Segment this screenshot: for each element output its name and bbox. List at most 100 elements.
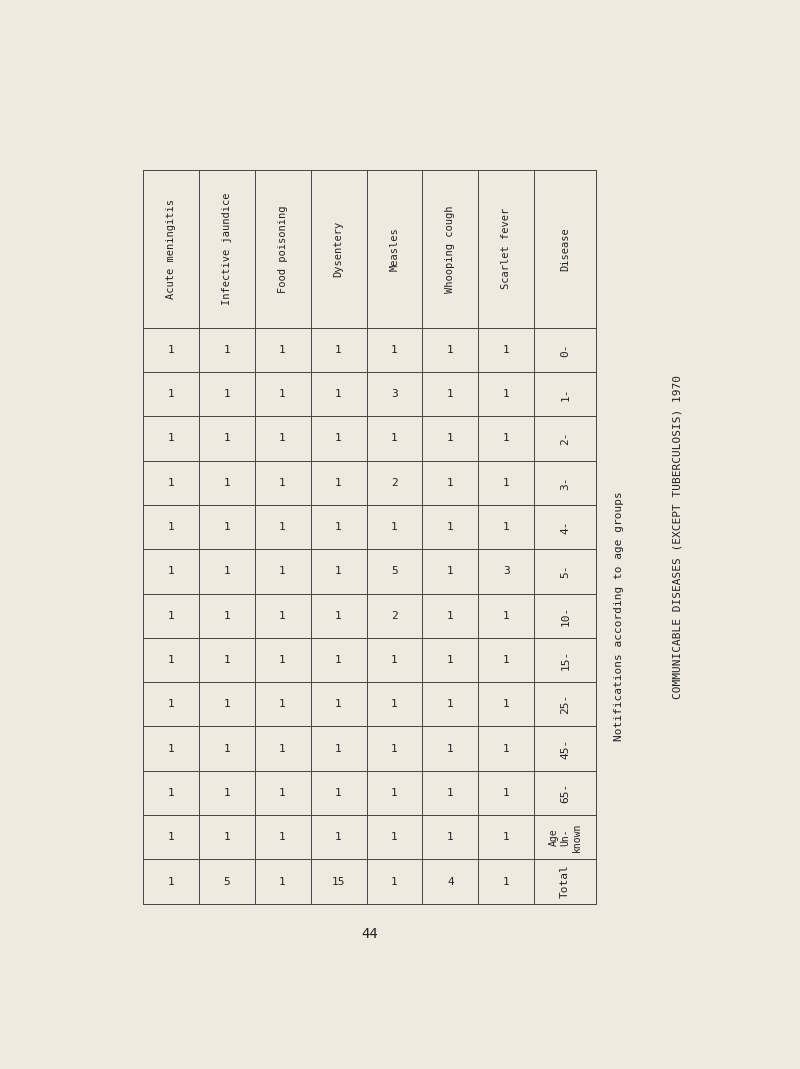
Text: 1: 1 — [279, 655, 286, 665]
Text: 1: 1 — [335, 567, 342, 576]
Text: Whooping cough: Whooping cough — [446, 205, 455, 293]
Text: 1: 1 — [447, 389, 454, 399]
Text: 1: 1 — [223, 478, 230, 487]
Text: 1: 1 — [167, 478, 174, 487]
Text: 1: 1 — [279, 389, 286, 399]
Text: 5-: 5- — [560, 564, 570, 578]
Text: 1: 1 — [223, 610, 230, 621]
Text: 1: 1 — [167, 567, 174, 576]
Text: Age
Un-
known: Age Un- known — [549, 822, 582, 852]
Text: 1-: 1- — [560, 387, 570, 401]
Text: 1: 1 — [279, 877, 286, 886]
Text: 1: 1 — [447, 478, 454, 487]
Text: 1: 1 — [279, 478, 286, 487]
Text: 1: 1 — [167, 433, 174, 444]
Text: 1: 1 — [503, 832, 510, 842]
Text: 1: 1 — [279, 788, 286, 797]
Text: Total: Total — [560, 865, 570, 898]
Text: 4-: 4- — [560, 521, 570, 533]
Text: 1: 1 — [335, 788, 342, 797]
Text: COMMUNICABLE DISEASES (EXCEPT TUBERCULOSIS) 1970: COMMUNICABLE DISEASES (EXCEPT TUBERCULOS… — [672, 375, 682, 699]
Text: 5: 5 — [223, 877, 230, 886]
Text: 1: 1 — [335, 522, 342, 532]
Text: Infective jaundice: Infective jaundice — [222, 192, 231, 305]
Text: 0-: 0- — [560, 343, 570, 357]
Text: 1: 1 — [279, 522, 286, 532]
Text: Measles: Measles — [390, 227, 399, 270]
Text: 1: 1 — [223, 832, 230, 842]
Text: 44: 44 — [361, 928, 378, 942]
Text: 1: 1 — [223, 389, 230, 399]
Text: 1: 1 — [391, 788, 398, 797]
Text: Acute meningitis: Acute meningitis — [166, 199, 176, 298]
Text: 1: 1 — [335, 389, 342, 399]
Text: 1: 1 — [391, 522, 398, 532]
Text: 2-: 2- — [560, 432, 570, 445]
Text: 1: 1 — [503, 788, 510, 797]
Text: 1: 1 — [167, 832, 174, 842]
Text: Dysentery: Dysentery — [334, 220, 343, 277]
Text: 1: 1 — [167, 699, 174, 710]
Text: 1: 1 — [335, 655, 342, 665]
Text: 4: 4 — [447, 877, 454, 886]
Text: 1: 1 — [279, 832, 286, 842]
Text: 1: 1 — [335, 610, 342, 621]
Text: 3: 3 — [391, 389, 398, 399]
Text: 1: 1 — [503, 389, 510, 399]
Text: 1: 1 — [223, 567, 230, 576]
Text: 1: 1 — [447, 832, 454, 842]
Text: 1: 1 — [391, 433, 398, 444]
Text: 1: 1 — [503, 744, 510, 754]
Text: 1: 1 — [503, 522, 510, 532]
Text: 1: 1 — [391, 699, 398, 710]
Text: 1: 1 — [167, 744, 174, 754]
Text: 1: 1 — [335, 478, 342, 487]
Text: Food poisoning: Food poisoning — [278, 205, 287, 293]
Text: 1: 1 — [167, 610, 174, 621]
Text: 1: 1 — [391, 832, 398, 842]
Text: 1: 1 — [503, 655, 510, 665]
Text: 2: 2 — [391, 478, 398, 487]
Text: Notifications according to age groups: Notifications according to age groups — [614, 491, 624, 741]
Text: 1: 1 — [503, 478, 510, 487]
Text: 1: 1 — [503, 699, 510, 710]
Text: 1: 1 — [335, 433, 342, 444]
Text: 5: 5 — [391, 567, 398, 576]
Text: 1: 1 — [167, 389, 174, 399]
Text: 1: 1 — [503, 345, 510, 355]
Text: 1: 1 — [279, 610, 286, 621]
Text: 3-: 3- — [560, 476, 570, 490]
Text: 1: 1 — [391, 345, 398, 355]
Text: 1: 1 — [503, 433, 510, 444]
Text: 1: 1 — [167, 522, 174, 532]
Text: Disease: Disease — [560, 227, 570, 270]
Text: 1: 1 — [447, 567, 454, 576]
Text: 1: 1 — [223, 788, 230, 797]
Text: 1: 1 — [279, 744, 286, 754]
Text: 15-: 15- — [560, 650, 570, 670]
Text: 1: 1 — [447, 744, 454, 754]
Text: 1: 1 — [223, 522, 230, 532]
Text: Scarlet fever: Scarlet fever — [502, 208, 511, 290]
Text: 1: 1 — [223, 345, 230, 355]
Text: 1: 1 — [223, 744, 230, 754]
Text: 1: 1 — [279, 699, 286, 710]
Text: 1: 1 — [391, 744, 398, 754]
Text: 1: 1 — [279, 567, 286, 576]
Text: 1: 1 — [503, 610, 510, 621]
Text: 1: 1 — [167, 345, 174, 355]
Text: 2: 2 — [391, 610, 398, 621]
Text: 1: 1 — [391, 655, 398, 665]
Text: 1: 1 — [447, 522, 454, 532]
Text: 1: 1 — [335, 744, 342, 754]
Text: 1: 1 — [279, 345, 286, 355]
Text: 1: 1 — [447, 433, 454, 444]
Text: 1: 1 — [167, 877, 174, 886]
Text: 1: 1 — [335, 832, 342, 842]
Text: 1: 1 — [447, 788, 454, 797]
Text: 25-: 25- — [560, 694, 570, 714]
Text: 1: 1 — [447, 345, 454, 355]
Text: 1: 1 — [391, 877, 398, 886]
Text: 1: 1 — [167, 788, 174, 797]
Text: 1: 1 — [279, 433, 286, 444]
